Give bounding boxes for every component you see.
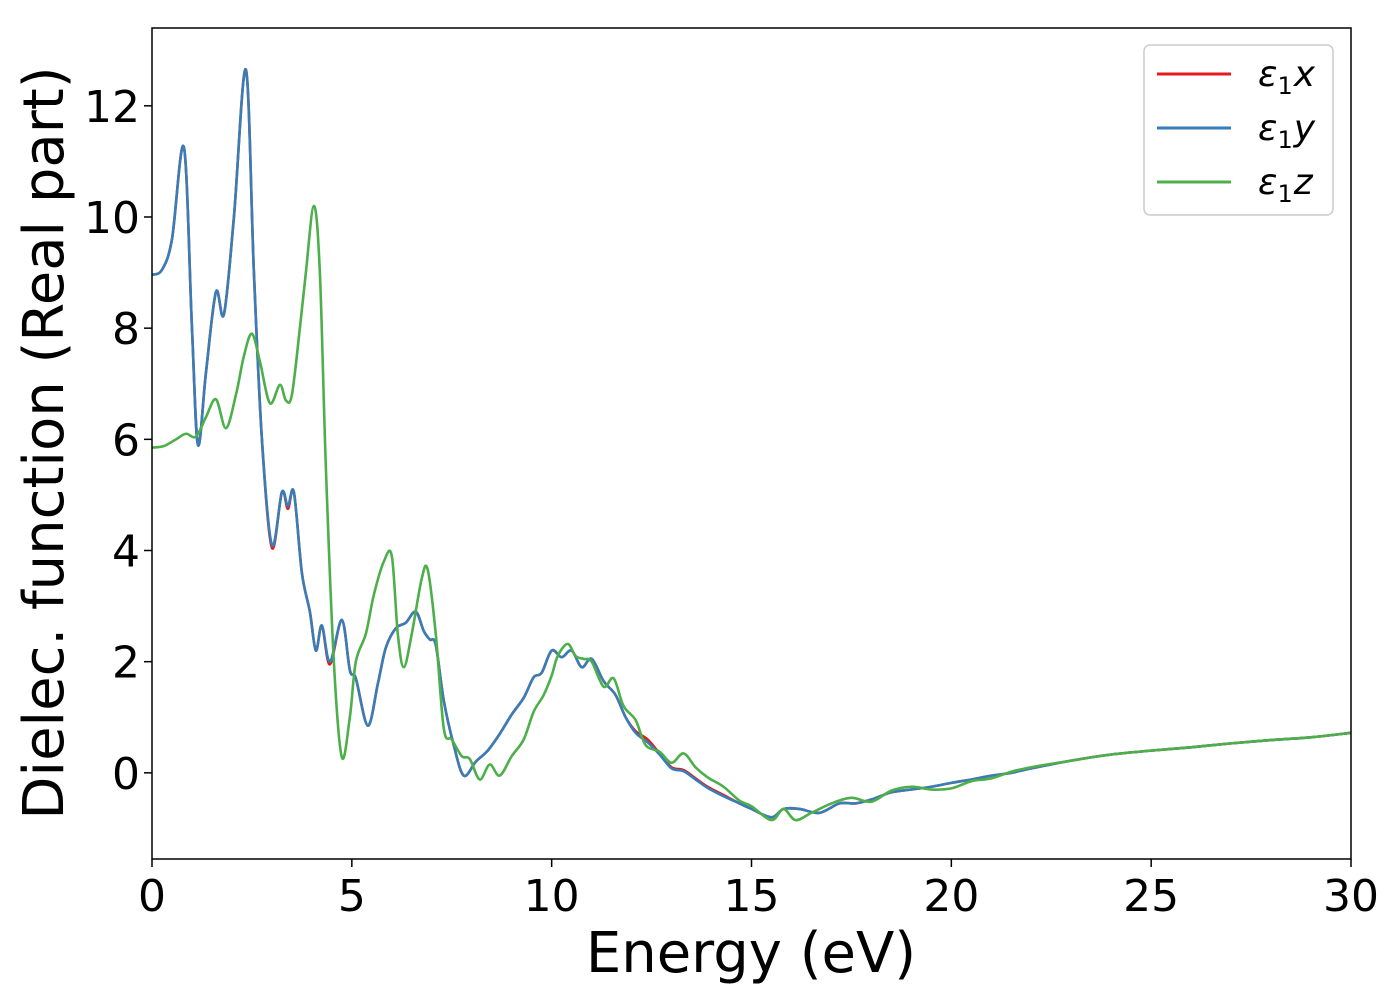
x-tick-label: 30	[1323, 871, 1379, 922]
y-tick-label: 4	[112, 527, 140, 578]
x-tick-label: 25	[1123, 871, 1179, 922]
legend-label: ε1z	[1258, 162, 1314, 208]
series-line-e1z	[152, 204, 1351, 822]
series-line-e1y	[152, 68, 1351, 819]
x-tick-label: 10	[524, 871, 580, 922]
x-tick-label: 0	[138, 871, 166, 922]
legend-label: ε1x	[1258, 54, 1316, 100]
x-tick-label: 15	[724, 871, 780, 922]
y-tick-label: 10	[84, 193, 140, 244]
y-tick-label: 12	[84, 82, 140, 133]
y-tick-label: 8	[112, 304, 140, 355]
y-axis-ticks: 0 2 4 6 8 10 12	[84, 82, 152, 800]
legend-entry-e1y: ε1y	[1157, 108, 1316, 154]
x-axis-label: Energy (eV)	[586, 921, 916, 986]
y-tick-label: 6	[112, 415, 140, 466]
x-tick-label: 5	[338, 871, 366, 922]
legend-label: ε1y	[1258, 108, 1316, 154]
legend-entry-e1x: ε1x	[1157, 54, 1316, 100]
series-layer	[152, 68, 1351, 822]
y-tick-label: 2	[112, 638, 140, 689]
y-axis-label: Dielec. function (Real part)	[12, 66, 77, 819]
legend-box	[1143, 44, 1334, 216]
x-axis-ticks: 0 5 10 15 20 25 30	[138, 859, 1379, 922]
y-tick-label: 0	[112, 749, 140, 800]
x-tick-label: 20	[923, 871, 979, 922]
legend-entry-e1z: ε1z	[1157, 162, 1314, 208]
legend: ε1x ε1y ε1z	[1143, 44, 1334, 216]
